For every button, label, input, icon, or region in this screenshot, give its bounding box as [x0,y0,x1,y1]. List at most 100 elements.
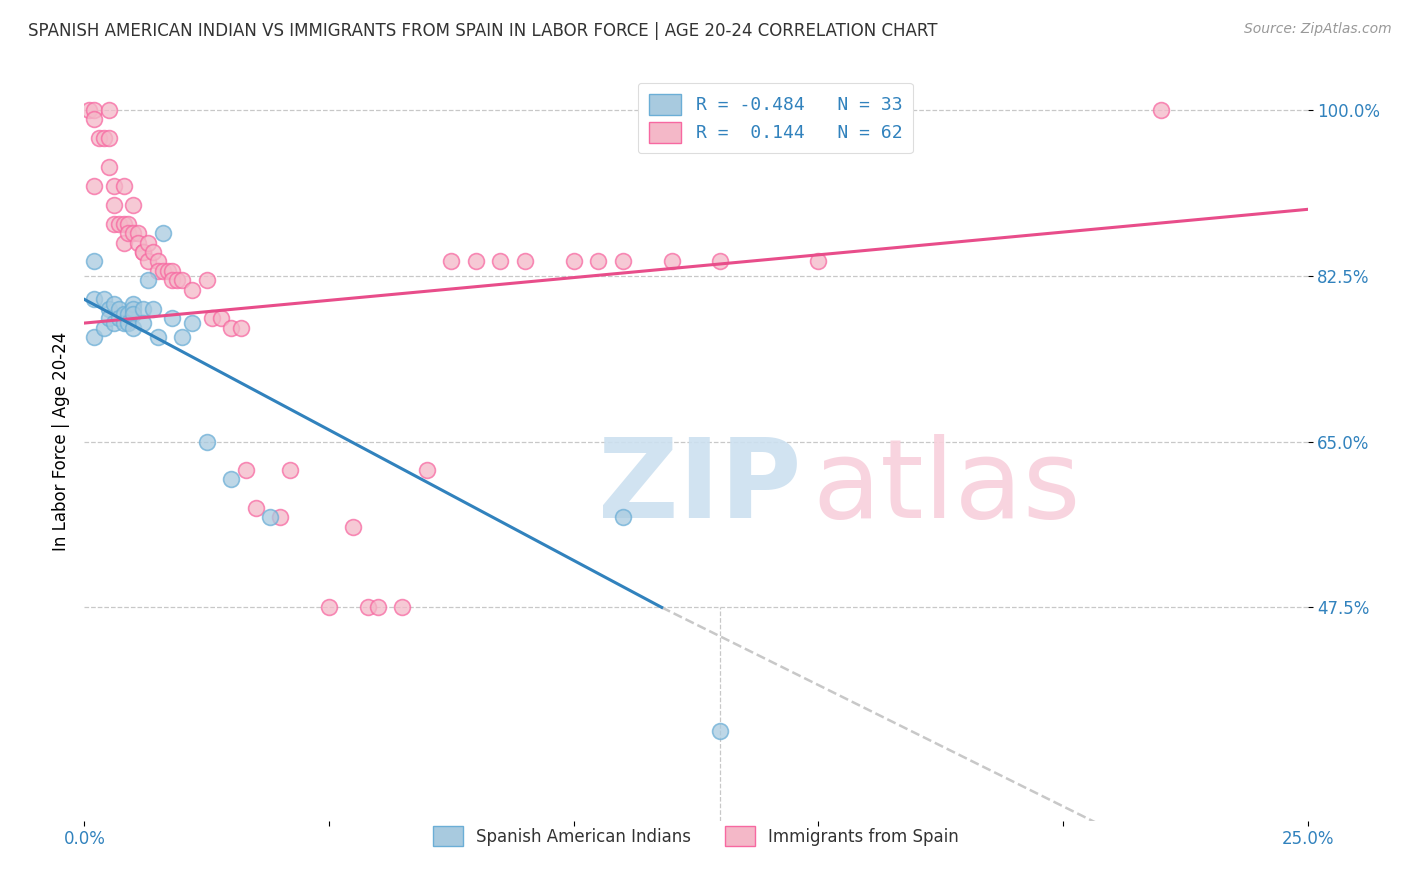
Point [127,235,149,250]
Point [83,254,105,268]
Point [112,307,135,321]
Point [122,197,145,211]
Point [136,254,159,268]
Point [807,254,830,268]
Point [181,283,204,297]
Point [586,254,609,268]
Point [219,473,242,487]
Point [127,226,149,240]
Legend: Spanish American Indians, Immigrants from Spain: Spanish American Indians, Immigrants fro… [425,818,967,854]
Point [117,226,139,240]
Point [117,307,139,321]
Point [136,273,159,287]
Point [103,178,125,193]
Point [342,520,364,534]
Point [181,316,204,330]
Point [97,311,120,326]
Point [278,463,301,477]
Text: SPANISH AMERICAN INDIAN VS IMMIGRANTS FROM SPAIN IN LABOR FORCE | AGE 20-24 CORR: SPANISH AMERICAN INDIAN VS IMMIGRANTS FR… [28,22,938,40]
Point [107,301,129,316]
Text: Source: ZipAtlas.com: Source: ZipAtlas.com [1244,22,1392,37]
Point [229,320,252,334]
Point [259,510,281,524]
Point [103,316,125,330]
Point [136,235,159,250]
Point [245,500,267,515]
Point [219,320,242,334]
Point [357,600,380,615]
Point [97,131,120,145]
Point [112,316,135,330]
Point [416,463,439,477]
Point [122,301,145,316]
Point [200,311,222,326]
Point [107,217,129,231]
Point [562,254,585,268]
Point [489,254,512,268]
Point [142,301,165,316]
Text: atlas: atlas [813,434,1081,541]
Point [513,254,536,268]
Point [112,217,135,231]
Point [83,178,105,193]
Point [87,131,110,145]
Point [93,293,115,307]
Point [93,320,115,334]
Point [103,217,125,231]
Point [83,330,105,344]
Point [195,273,218,287]
Point [195,434,218,449]
Point [122,297,145,311]
Point [122,226,145,240]
Point [162,311,184,326]
Point [209,311,232,326]
Point [464,254,486,268]
Point [97,103,120,117]
Y-axis label: In Labor Force | Age 20-24: In Labor Force | Age 20-24 [52,332,70,551]
Point [146,264,169,278]
Point [709,723,731,738]
Point [391,600,413,615]
Point [132,316,155,330]
Point [132,301,155,316]
Point [132,244,155,259]
Point [1150,103,1173,117]
Point [318,600,340,615]
Point [172,330,194,344]
Point [103,197,125,211]
Point [235,463,257,477]
Point [132,244,155,259]
Point [122,307,145,321]
Point [166,273,188,287]
Point [156,264,179,278]
Point [162,273,184,287]
Point [152,264,174,278]
Point [142,244,165,259]
Point [93,131,115,145]
Point [97,160,120,174]
Point [440,254,463,268]
Point [172,273,194,287]
Point [661,254,683,268]
Point [83,103,105,117]
Point [117,217,139,231]
Point [367,600,389,615]
Point [152,226,174,240]
Point [112,178,135,193]
Point [612,254,634,268]
Point [122,320,145,334]
Point [112,235,135,250]
Point [146,254,169,268]
Point [146,330,169,344]
Point [83,112,105,127]
Point [269,510,291,524]
Point [612,510,634,524]
Point [97,301,120,316]
Point [709,254,731,268]
Point [117,316,139,330]
Point [103,297,125,311]
Point [162,264,184,278]
Point [83,293,105,307]
Text: ZIP: ZIP [598,434,801,541]
Point [107,311,129,326]
